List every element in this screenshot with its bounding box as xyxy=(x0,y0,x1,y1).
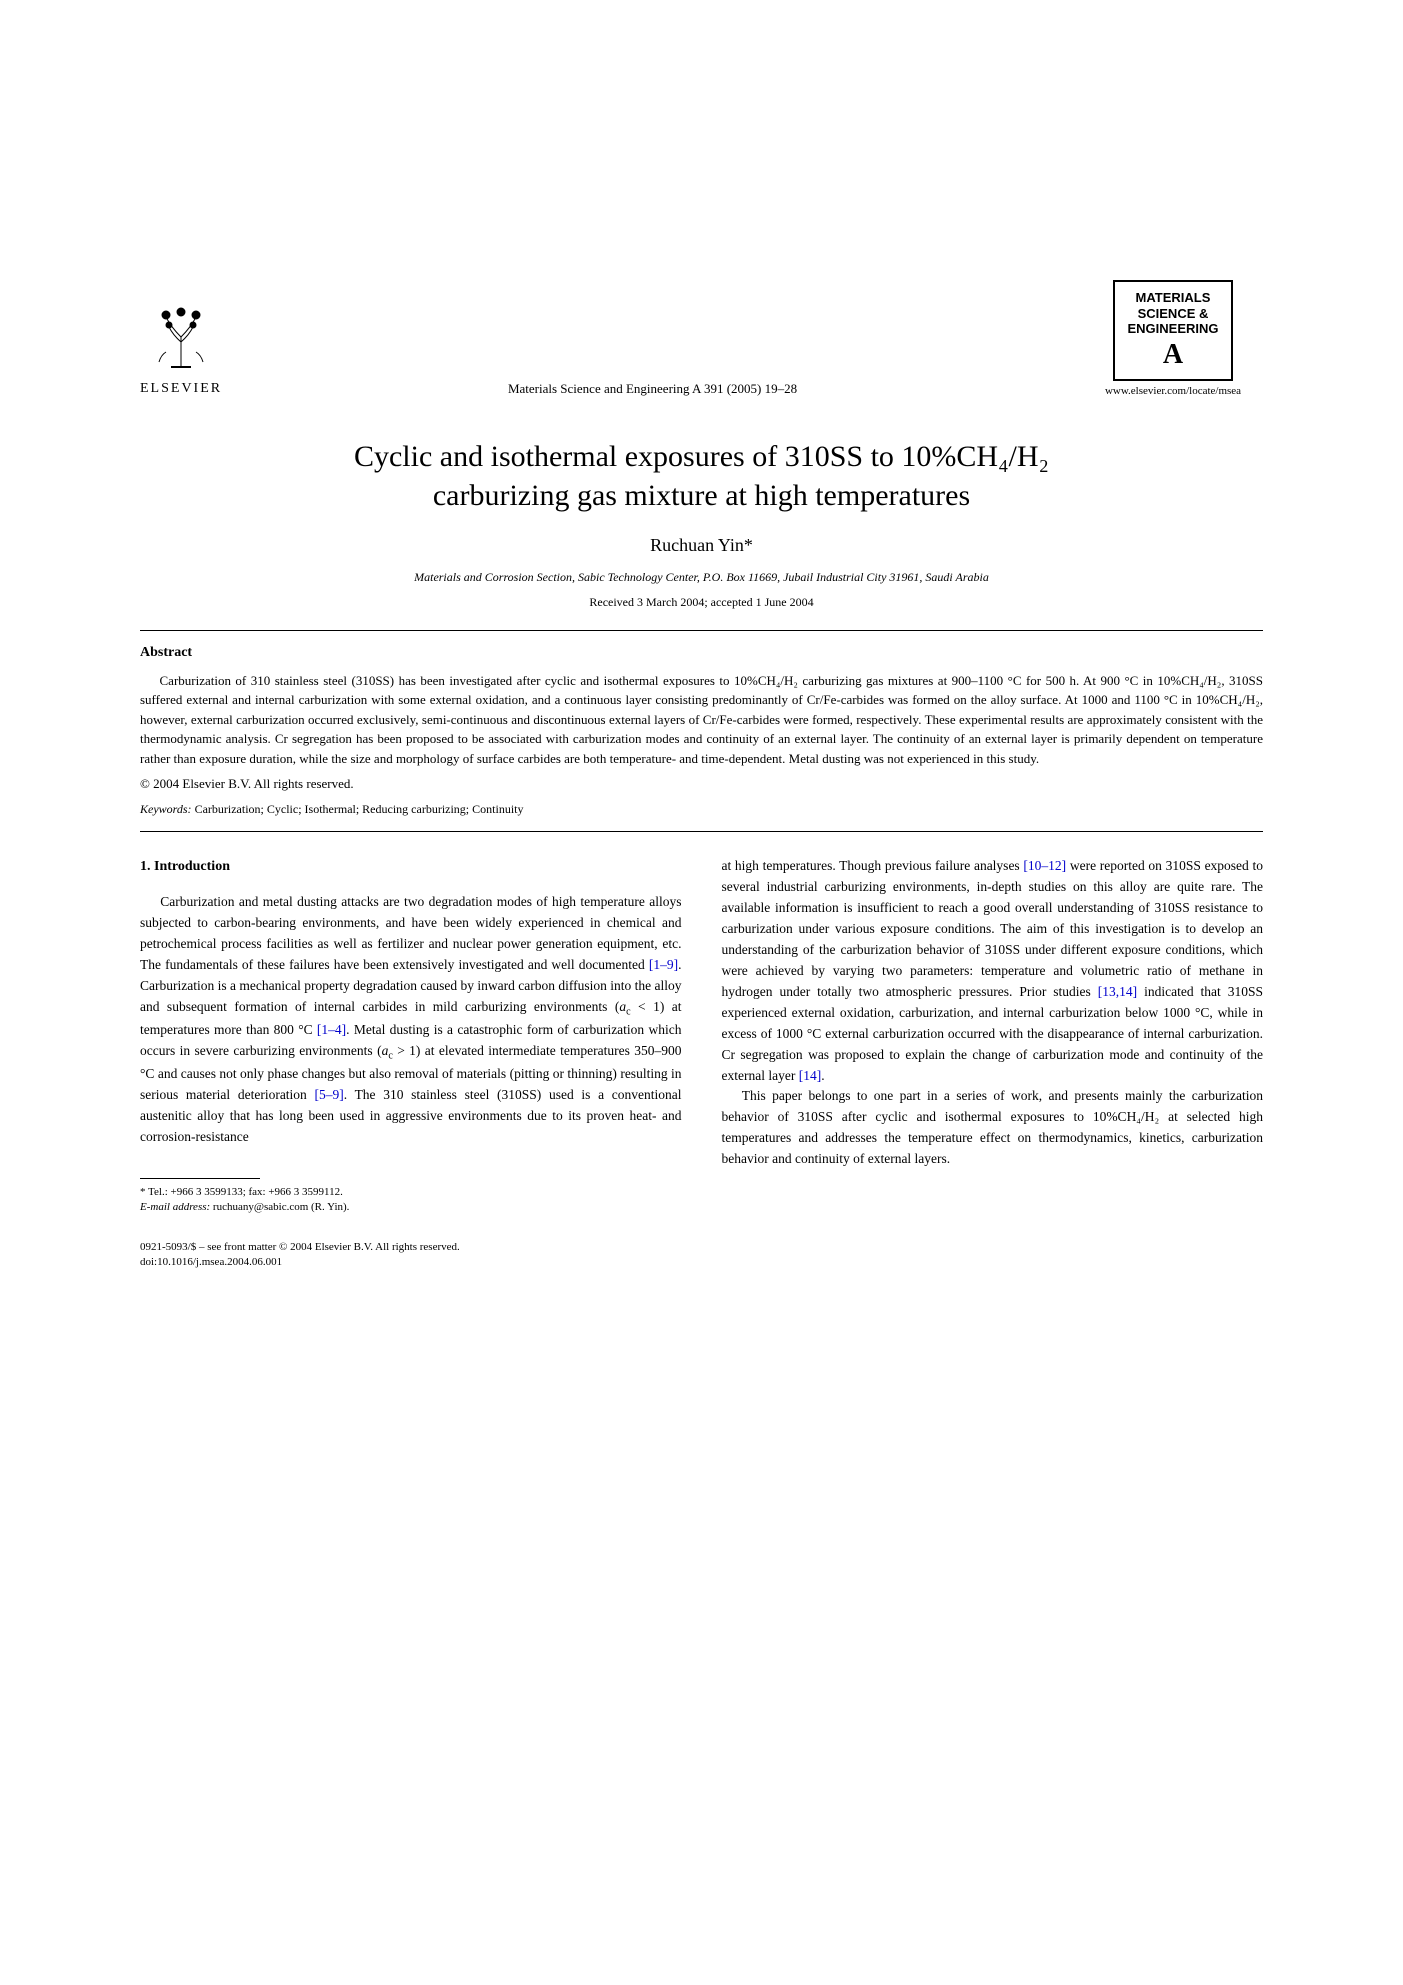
abstract-body: Carburization of 310 stainless steel (31… xyxy=(140,673,1263,766)
journal-url: www.elsevier.com/locate/msea xyxy=(1105,385,1241,397)
rule-bottom xyxy=(140,831,1263,832)
footer-line1: 0921-5093/$ – see front matter © 2004 El… xyxy=(140,1240,1263,1255)
ref-link-3[interactable]: [5–9] xyxy=(315,1087,344,1102)
ref-link-2[interactable]: [1–4] xyxy=(317,1022,346,1037)
mse-line1: MATERIALS xyxy=(1127,290,1218,306)
footnote-email: ruchuany@sabic.com (R. Yin). xyxy=(210,1201,349,1213)
keywords-label: Keywords: xyxy=(140,802,192,816)
mse-letter: A xyxy=(1127,339,1218,371)
affiliation: Materials and Corrosion Section, Sabic T… xyxy=(140,570,1263,585)
mse-line3: ENGINEERING xyxy=(1127,321,1218,337)
c2p1d: . xyxy=(821,1068,824,1083)
c2p1b: were reported on 310SS exposed to severa… xyxy=(722,858,1264,999)
column-left: 1. Introduction Carburization and metal … xyxy=(140,856,682,1215)
elsevier-logo: ELSEVIER xyxy=(140,297,222,397)
ref-link-6[interactable]: [14] xyxy=(799,1068,822,1083)
footnote-email-line: E-mail address: ruchuany@sabic.com (R. Y… xyxy=(140,1200,682,1215)
footer: 0921-5093/$ – see front matter © 2004 El… xyxy=(140,1240,1263,1271)
keywords-text: Carburization; Cyclic; Isothermal; Reduc… xyxy=(192,802,524,816)
column-right: at high temperatures. Though previous fa… xyxy=(722,856,1264,1215)
ref-link-1[interactable]: [1–9] xyxy=(649,957,678,972)
elsevier-label: ELSEVIER xyxy=(140,381,222,397)
ref-link-4[interactable]: [10–12] xyxy=(1023,858,1066,873)
intro-para-1-cont: at high temperatures. Though previous fa… xyxy=(722,856,1264,1086)
c2p1a: at high temperatures. Though previous fa… xyxy=(722,858,1024,873)
footnote-tel: * Tel.: +966 3 3599133; fax: +966 3 3599… xyxy=(140,1185,682,1200)
paper-title: Cyclic and isothermal exposures of 310SS… xyxy=(140,437,1263,515)
abstract-heading: Abstract xyxy=(140,645,1263,661)
footer-line2: doi:10.1016/j.msea.2004.06.001 xyxy=(140,1255,1263,1270)
title-line1: Cyclic and isothermal exposures of 310SS… xyxy=(354,440,1049,473)
journal-logo-box: MATERIALS SCIENCE & ENGINEERING A www.el… xyxy=(1083,280,1263,397)
footnote-rule xyxy=(140,1178,260,1179)
ref-link-5[interactable]: [13,14] xyxy=(1098,984,1137,999)
two-column-body: 1. Introduction Carburization and metal … xyxy=(140,856,1263,1215)
elsevier-tree-icon xyxy=(141,297,221,377)
author: Ruchuan Yin* xyxy=(140,535,1263,556)
journal-citation: Materials Science and Engineering A 391 … xyxy=(222,381,1083,397)
mse-line2: SCIENCE & xyxy=(1127,306,1218,322)
abstract-text: Carburization of 310 stainless steel (31… xyxy=(140,671,1263,769)
intro-para-1: Carburization and metal dusting attacks … xyxy=(140,892,682,1148)
p1a: Carburization and metal dusting attacks … xyxy=(140,894,682,972)
mse-box: MATERIALS SCIENCE & ENGINEERING A xyxy=(1113,280,1232,381)
footnote-email-label: E-mail address: xyxy=(140,1201,210,1213)
intro-para-2: This paper belongs to one part in a seri… xyxy=(722,1086,1264,1170)
title-line2: carburizing gas mixture at high temperat… xyxy=(433,479,970,512)
section-1-heading: 1. Introduction xyxy=(140,856,682,878)
abstract-copyright: © 2004 Elsevier B.V. All rights reserved… xyxy=(140,776,1263,792)
header-row: ELSEVIER Materials Science and Engineeri… xyxy=(140,280,1263,397)
dates: Received 3 March 2004; accepted 1 June 2… xyxy=(140,595,1263,610)
rule-top xyxy=(140,630,1263,631)
keywords: Keywords: Carburization; Cyclic; Isother… xyxy=(140,802,1263,817)
